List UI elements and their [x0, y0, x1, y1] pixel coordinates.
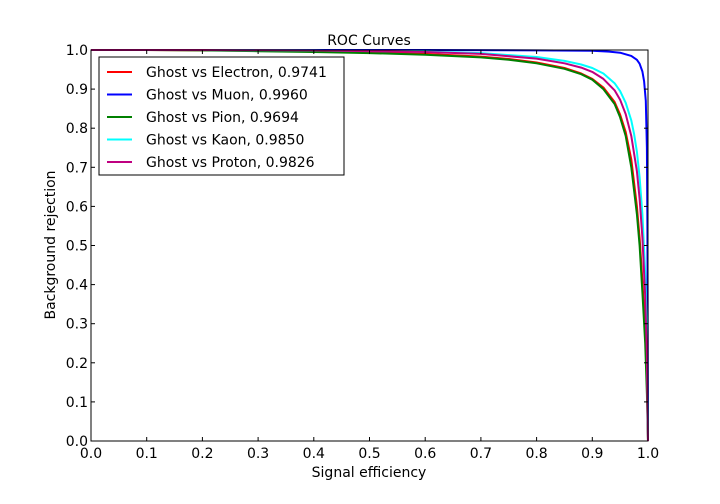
x-tick-label: 0.1	[136, 446, 158, 462]
x-tick-label: 1.0	[637, 446, 659, 462]
legend-label-3: Ghost vs Pion, 0.9694	[146, 110, 299, 126]
y-tick-label: 0.0	[66, 434, 88, 450]
y-tick-label: 0.2	[66, 356, 88, 372]
y-tick-label: 0.4	[66, 278, 88, 294]
x-tick-label: 0.8	[525, 446, 547, 462]
y-tick-label: 0.8	[66, 121, 88, 137]
x-axis: 0.0 0.1 0.2 0.3 0.4 0.5 0.6 0.7 0.8 0.9 1.0	[80, 50, 659, 462]
chart-title: ROC Curves	[327, 33, 411, 49]
x-tick-label: 0.5	[358, 446, 380, 462]
legend-box	[98, 56, 345, 176]
x-tick-label: 0.7	[470, 446, 492, 462]
y-tick-label: 0.3	[66, 317, 88, 333]
y-axis-label: Background rejection	[43, 170, 59, 319]
legend: Ghost vs Electron, 0.9741 Ghost vs Muon, …	[98, 56, 345, 176]
legend-label-1: Ghost vs Electron, 0.9741	[146, 65, 327, 81]
series-line-5	[91, 49, 649, 442]
legend-label-5: Ghost vs Proton, 0.9826	[146, 155, 315, 171]
y-tick-label: 0.9	[66, 82, 88, 98]
series-line-3	[91, 49, 649, 442]
y-tick-label: 0.7	[66, 160, 88, 176]
x-tick-label: 0.4	[303, 446, 325, 462]
y-tick-label: 0.1	[66, 395, 88, 411]
y-axis: 0.0 0.1 0.2 0.3 0.4 0.5 0.6 0.7 0.8 0.9 1.0	[66, 43, 648, 450]
x-tick-label: 0.3	[247, 446, 269, 462]
x-tick-label: 0.2	[191, 446, 213, 462]
y-tick-label: 0.5	[66, 239, 88, 255]
y-tick-label: 1.0	[66, 43, 88, 59]
y-tick-label: 0.6	[66, 199, 88, 215]
x-tick-label: 0.0	[80, 446, 102, 462]
x-tick-label: 0.6	[414, 446, 436, 462]
legend-label-4: Ghost vs Kaon, 0.9850	[146, 133, 304, 149]
x-axis-label: Signal efficiency	[312, 465, 427, 481]
x-tick-label: 0.9	[581, 446, 603, 462]
legend-label-2: Ghost vs Muon, 0.9960	[146, 88, 308, 104]
